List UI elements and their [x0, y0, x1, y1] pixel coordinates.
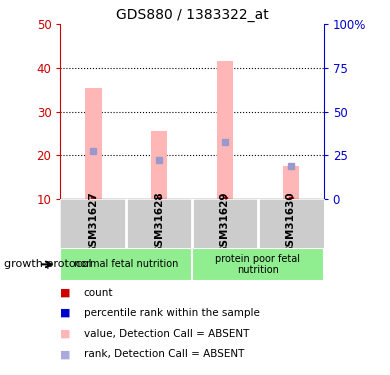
Bar [217, 62, 233, 199]
Text: ■: ■ [60, 288, 71, 297]
Text: GSM31630: GSM31630 [286, 192, 296, 254]
Bar [151, 131, 167, 199]
Text: GSM31628: GSM31628 [154, 192, 164, 254]
Text: ■: ■ [60, 329, 71, 339]
Text: ■: ■ [60, 350, 71, 359]
Text: value, Detection Call = ABSENT: value, Detection Call = ABSENT [84, 329, 249, 339]
Bar [85, 88, 101, 199]
Text: rank, Detection Call = ABSENT: rank, Detection Call = ABSENT [84, 350, 244, 359]
Bar [192, 248, 324, 281]
Text: percentile rank within the sample: percentile rank within the sample [84, 308, 260, 318]
Bar [60, 248, 192, 281]
Text: GSM31627: GSM31627 [89, 192, 98, 255]
Text: normal fetal nutrition: normal fetal nutrition [74, 260, 179, 269]
Title: GDS880 / 1383322_at: GDS880 / 1383322_at [116, 8, 268, 22]
Text: GSM31629: GSM31629 [220, 192, 230, 254]
Text: count: count [84, 288, 113, 297]
Bar [283, 166, 299, 199]
Text: protein poor fetal
nutrition: protein poor fetal nutrition [215, 254, 300, 275]
Text: ■: ■ [60, 308, 71, 318]
Text: growth protocol: growth protocol [4, 260, 92, 269]
